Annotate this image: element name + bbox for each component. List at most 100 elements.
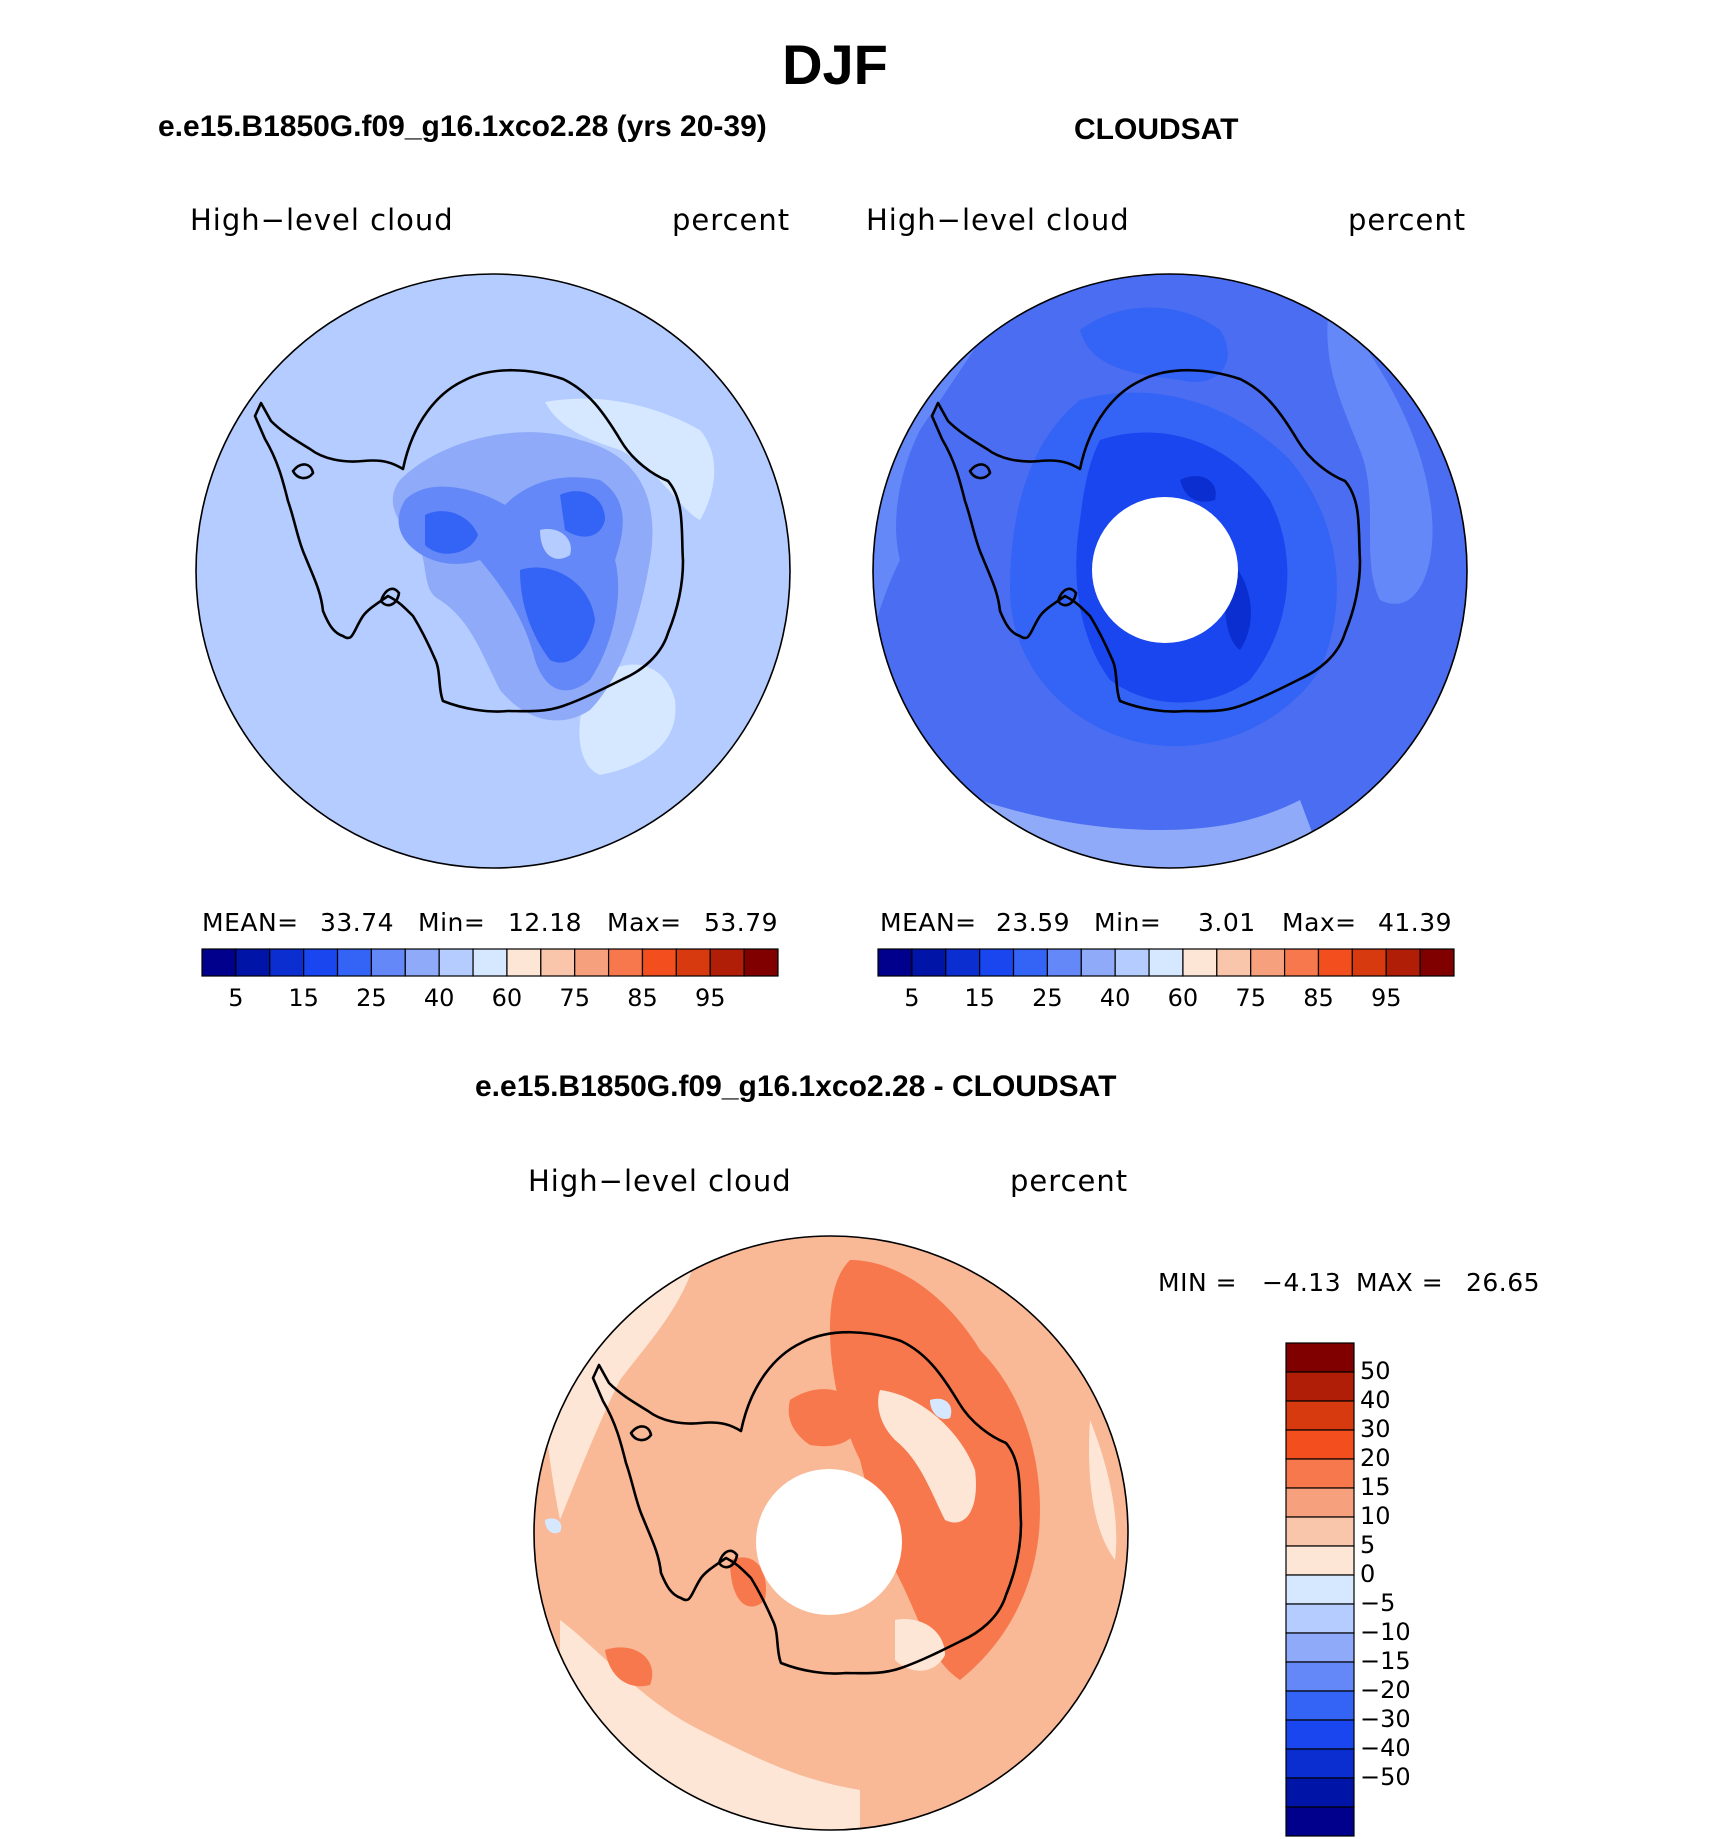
colorbar-swatch (1285, 1574, 1355, 1605)
colorbar-tick-label: 25 (1032, 984, 1063, 1012)
colorbar-swatch (1216, 948, 1252, 977)
colorbar-swatch (979, 948, 1015, 977)
panel-2-variable: High−level cloud (866, 203, 1130, 237)
colorbar-swatch (336, 948, 373, 977)
colorbar-swatch (1385, 948, 1421, 977)
panel-2-mean: 23.59 (996, 908, 1071, 937)
panel-2-min-label: Min= (1094, 908, 1162, 937)
panel-1-max-label: Max= (607, 908, 682, 937)
colorbar-tick-label: 5 (1360, 1531, 1376, 1559)
panel-2-title: CLOUDSAT (1074, 113, 1239, 146)
diff-min: −4.13 (1262, 1268, 1342, 1297)
colorbar-swatch (1285, 1690, 1355, 1721)
colorbar-swatch (1285, 1632, 1355, 1663)
colorbar-swatch (1114, 948, 1150, 977)
map-model-border (195, 273, 791, 869)
colorbar-swatch (911, 948, 947, 977)
colorbar-swatch (1285, 1516, 1355, 1547)
colorbar-swatch (1250, 948, 1286, 977)
map-cloudsat-coastline (930, 368, 1362, 713)
colorbar-difference (1285, 1342, 1355, 1837)
colorbar-swatch (1285, 1458, 1355, 1489)
diff-variable: High−level cloud (528, 1164, 792, 1198)
colorbar-swatch (743, 948, 779, 977)
colorbar-swatch (235, 948, 271, 977)
colorbar-swatch (1285, 1748, 1355, 1779)
colorbar-swatch (370, 948, 406, 977)
colorbar-tick-label: 25 (356, 984, 387, 1012)
diff-max-label: MAX = (1356, 1268, 1444, 1297)
colorbar-tick-label: 15 (288, 984, 319, 1012)
colorbar-swatch (1285, 1603, 1355, 1634)
diff-min-label: MIN = (1158, 1268, 1238, 1297)
colorbar-swatch (1285, 1342, 1355, 1373)
colorbar-swatch (1285, 1545, 1355, 1576)
map-difference-coastline (591, 1330, 1023, 1675)
colorbar-swatch (506, 948, 542, 977)
colorbar-cloudsat (877, 948, 1455, 977)
panel-1-title: e.e15.B1850G.f09_g16.1xco2.28 (yrs 20-39… (158, 110, 767, 143)
coastlines (253, 368, 1362, 1675)
colorbar-swatch (404, 948, 440, 977)
colorbar-swatch (1046, 948, 1082, 977)
colorbar-tick-label: 40 (1099, 984, 1131, 1012)
colorbar-model (201, 948, 779, 977)
panel-2-max-label: Max= (1282, 908, 1357, 937)
colorbar-swatch (1285, 1429, 1355, 1460)
colorbar-swatch (201, 948, 237, 977)
colorbar-swatch (574, 948, 610, 977)
colorbar-tick-label: 10 (1360, 1502, 1391, 1530)
colorbar-tick-label: 50 (1360, 1357, 1391, 1385)
colorbar-swatch (1283, 948, 1320, 977)
colorbar-tick-label: 20 (1360, 1444, 1391, 1472)
colorbar-tick-label: 15 (1360, 1473, 1391, 1501)
colorbar-tick-label: 0 (1360, 1560, 1376, 1588)
colorbar-swatch (1182, 948, 1218, 977)
colorbar-tick-label: −30 (1360, 1705, 1411, 1733)
panel-2-mean-label: MEAN= (880, 908, 977, 937)
panel-2-max: 41.39 (1378, 908, 1453, 937)
colorbar-swatch (1285, 1400, 1355, 1431)
map-difference-nodata-hole (756, 1469, 902, 1615)
colorbar-tick-label: 75 (1235, 984, 1266, 1012)
map-cloudsat (873, 274, 1467, 868)
colorbar-swatch (1012, 948, 1049, 977)
colorbar-tick-label: 15 (964, 984, 995, 1012)
map-cloudsat-border (872, 273, 1468, 869)
colorbar-tick-label: 5 (904, 984, 920, 1012)
colorbar-swatch (1148, 948, 1184, 977)
colorbar-tick-label: 60 (491, 984, 523, 1012)
panel-1-mean-label: MEAN= (202, 908, 299, 937)
panel-1-units: percent (672, 203, 791, 237)
panel-1-mean: 33.74 (320, 908, 395, 937)
diff-max: 26.65 (1466, 1268, 1541, 1297)
panel-2-units: percent (1348, 203, 1467, 237)
colorbar-tick-label: 95 (694, 984, 726, 1012)
colorbar-swatch (1080, 948, 1116, 977)
colorbar-swatch (709, 948, 745, 977)
colorbar-tick-label: 85 (627, 984, 658, 1012)
colorbar-swatch (1285, 1719, 1355, 1750)
colorbar-swatch (675, 948, 711, 977)
colorbar-tick-label: −40 (1360, 1734, 1411, 1762)
map-difference (534, 1236, 1128, 1830)
colorbar-swatch (1419, 948, 1455, 977)
colorbar-swatch (1285, 1487, 1355, 1518)
colorbar-swatch (472, 948, 508, 977)
panel-2-min: 3.01 (1198, 908, 1256, 937)
colorbar-swatch (269, 948, 305, 977)
panel-1-min-label: Min= (418, 908, 486, 937)
colorbar-tick-label: 5 (228, 984, 244, 1012)
panel-1-min: 12.18 (508, 908, 583, 937)
colorbar-tick-label: 60 (1167, 984, 1199, 1012)
diff-units: percent (1010, 1164, 1129, 1198)
panel-1-max: 53.79 (704, 908, 779, 937)
colorbar-tick-label: 95 (1370, 984, 1402, 1012)
colorbar-swatch (1285, 1777, 1355, 1808)
colorbar-swatch (945, 948, 981, 977)
colorbar-swatch (1285, 1661, 1355, 1692)
colorbar-tick-label: −50 (1360, 1763, 1411, 1791)
colorbar-swatch (1285, 1806, 1355, 1837)
figure-title: DJF (782, 33, 888, 96)
